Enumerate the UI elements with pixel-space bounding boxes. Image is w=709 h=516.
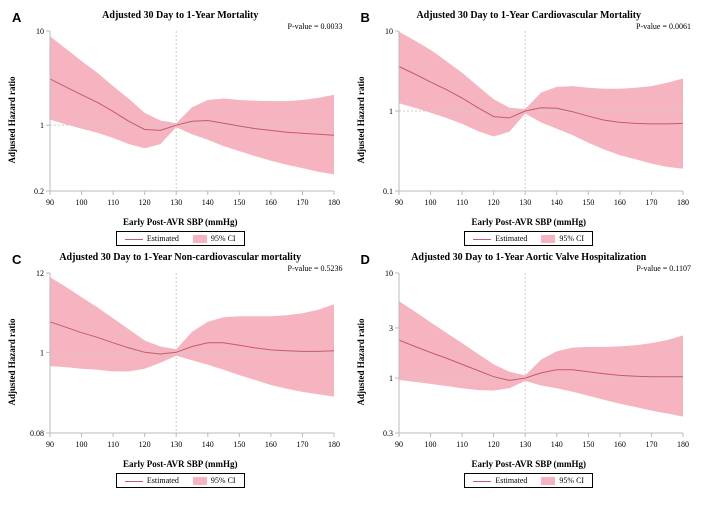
svg-text:110: 110 — [456, 198, 468, 207]
ci-band — [399, 32, 683, 169]
svg-text:140: 140 — [550, 198, 562, 207]
svg-text:180: 180 — [677, 198, 689, 207]
legend: Estimated 95% CI — [464, 473, 593, 488]
svg-text:130: 130 — [519, 440, 531, 449]
svg-text:140: 140 — [550, 440, 562, 449]
svg-text:0.1: 0.1 — [383, 187, 393, 196]
plot-area: Adjusted Hazard ratio9010011012013014015… — [14, 267, 347, 457]
plot-area: Adjusted Hazard ratio9010011012013014015… — [14, 25, 347, 215]
chart-svg: 901001101201301401501601701800.2110 — [14, 25, 344, 215]
chart-svg: 90 100 110 120 130 140 150 160 170 180 0.3 1 3 10 — [363, 267, 693, 457]
svg-text:90: 90 — [395, 440, 403, 449]
svg-text:130: 130 — [170, 440, 182, 449]
panel-letter: D — [361, 252, 370, 267]
ci-band — [50, 277, 334, 396]
svg-text:160: 160 — [265, 440, 277, 449]
plot-area: Adjusted Hazard ratio9010011012013014015… — [363, 25, 696, 215]
panel-letter: C — [12, 252, 21, 267]
panel-C: CAdjusted 30 Day to 1-Year Non-cardiovas… — [8, 250, 353, 488]
svg-text:100: 100 — [76, 440, 88, 449]
x-axis-label: Early Post-AVR SBP (mmHg) — [357, 217, 702, 227]
panel-letter: A — [12, 10, 21, 25]
legend-ci: 95% CI — [541, 234, 584, 243]
svg-text:100: 100 — [76, 198, 88, 207]
svg-text:150: 150 — [233, 440, 245, 449]
y-axis-label: Adjusted Hazard ratio — [356, 319, 366, 406]
svg-text:140: 140 — [202, 440, 214, 449]
legend: Estimated 95% CI — [116, 473, 245, 488]
svg-text:10: 10 — [385, 27, 393, 36]
legend-ci: 95% CI — [541, 476, 584, 485]
svg-text:0.08: 0.08 — [30, 429, 44, 438]
svg-text:10: 10 — [385, 269, 393, 278]
x-axis-label: Early Post-AVR SBP (mmHg) — [8, 217, 353, 227]
svg-text:3: 3 — [389, 324, 393, 333]
ci-band — [50, 36, 334, 174]
legend-estimated: Estimated — [473, 476, 527, 485]
svg-text:170: 170 — [296, 198, 308, 207]
panel-title: Adjusted 30 Day to 1-Year Aortic Valve H… — [357, 252, 702, 263]
svg-text:180: 180 — [328, 198, 340, 207]
ci-band — [399, 301, 683, 417]
legend-ci: 95% CI — [193, 476, 236, 485]
svg-text:90: 90 — [395, 198, 403, 207]
svg-text:150: 150 — [233, 198, 245, 207]
svg-text:1: 1 — [40, 349, 44, 358]
x-axis-label: Early Post-AVR SBP (mmHg) — [8, 459, 353, 469]
svg-text:0.2: 0.2 — [34, 187, 44, 196]
legend-estimated: Estimated — [125, 476, 179, 485]
panel-title: Adjusted 30 Day to 1-Year Mortality — [8, 10, 353, 21]
panel-B: BAdjusted 30 Day to 1-Year Cardiovascula… — [357, 8, 702, 246]
svg-text:170: 170 — [645, 198, 657, 207]
svg-text:120: 120 — [487, 440, 499, 449]
panel-title: Adjusted 30 Day to 1-Year Cardiovascular… — [357, 10, 702, 21]
x-axis-label: Early Post-AVR SBP (mmHg) — [357, 459, 702, 469]
svg-text:170: 170 — [296, 440, 308, 449]
svg-text:110: 110 — [107, 198, 119, 207]
svg-text:90: 90 — [46, 440, 54, 449]
chart-svg: 90 100 110 120 130 140 150 160 170 180 0.08 1 12 — [14, 267, 344, 457]
svg-text:0.3: 0.3 — [383, 429, 393, 438]
legend: Estimated 95% CI — [464, 231, 593, 246]
y-axis-label: Adjusted Hazard ratio — [7, 319, 17, 406]
svg-text:1: 1 — [389, 107, 393, 116]
svg-text:100: 100 — [424, 440, 436, 449]
chart-svg: 901001101201301401501601701800.1110 — [363, 25, 693, 215]
panel-letter: B — [361, 10, 370, 25]
svg-text:180: 180 — [677, 440, 689, 449]
svg-text:1: 1 — [389, 374, 393, 383]
svg-text:120: 120 — [139, 440, 151, 449]
panel-A: AAdjusted 30 Day to 1-Year MortalityP-va… — [8, 8, 353, 246]
panel-D: DAdjusted 30 Day to 1-Year Aortic Valve … — [357, 250, 702, 488]
svg-text:120: 120 — [487, 198, 499, 207]
legend-ci: 95% CI — [193, 234, 236, 243]
svg-text:130: 130 — [519, 198, 531, 207]
svg-text:160: 160 — [265, 198, 277, 207]
legend: Estimated 95% CI — [116, 231, 245, 246]
svg-text:1: 1 — [40, 121, 44, 130]
chart-grid: AAdjusted 30 Day to 1-Year MortalityP-va… — [8, 8, 701, 488]
plot-area: Adjusted Hazard ratio9010011012013014015… — [363, 267, 696, 457]
svg-text:160: 160 — [613, 198, 625, 207]
y-axis-label: Adjusted Hazard ratio — [7, 77, 17, 164]
svg-text:160: 160 — [613, 440, 625, 449]
svg-text:140: 140 — [202, 198, 214, 207]
svg-text:130: 130 — [170, 198, 182, 207]
svg-text:10: 10 — [36, 27, 44, 36]
svg-text:110: 110 — [107, 440, 119, 449]
y-axis-label: Adjusted Hazard ratio — [356, 77, 366, 164]
svg-text:100: 100 — [424, 198, 436, 207]
svg-text:150: 150 — [582, 198, 594, 207]
svg-text:90: 90 — [46, 198, 54, 207]
svg-text:12: 12 — [36, 269, 44, 278]
legend-estimated: Estimated — [473, 234, 527, 243]
panel-title: Adjusted 30 Day to 1-Year Non-cardiovasc… — [8, 252, 353, 263]
svg-text:120: 120 — [139, 198, 151, 207]
legend-estimated: Estimated — [125, 234, 179, 243]
svg-text:180: 180 — [328, 440, 340, 449]
svg-text:150: 150 — [582, 440, 594, 449]
svg-text:170: 170 — [645, 440, 657, 449]
svg-text:110: 110 — [456, 440, 468, 449]
